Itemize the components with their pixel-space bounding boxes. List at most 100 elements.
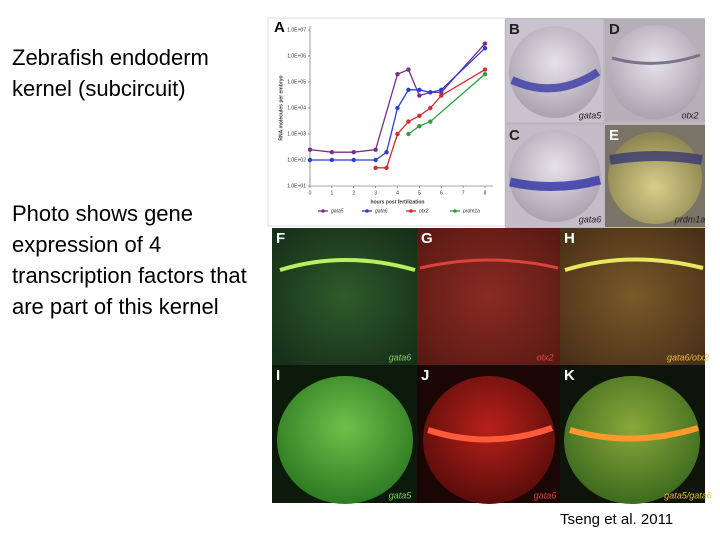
- panel-gene: gata5: [579, 110, 603, 120]
- embryo: [608, 25, 702, 119]
- data-point: [395, 105, 400, 111]
- data-point: [482, 41, 488, 46]
- x-tick-label: 4: [396, 190, 399, 196]
- stain: [609, 151, 703, 165]
- x-tick-label: 3: [374, 190, 377, 196]
- legend-marker: [365, 209, 369, 213]
- chart-frame: [267, 17, 506, 227]
- data-point: [373, 165, 378, 171]
- stain: [564, 257, 704, 272]
- data-point: [373, 157, 378, 163]
- y-tick-label: 1.0E+01: [287, 183, 306, 189]
- legend-label: prdm1a: [462, 208, 480, 214]
- panel-letter: I: [276, 367, 280, 384]
- stain: [510, 68, 601, 93]
- data-point: [351, 157, 356, 163]
- embryo: [277, 376, 413, 504]
- stain: [509, 175, 602, 191]
- data-point: [482, 71, 488, 77]
- legend-marker: [409, 209, 413, 213]
- data-point: [417, 113, 422, 119]
- y-tick-label: 1.0E+07: [287, 27, 306, 33]
- x-tick-label: 1: [330, 190, 333, 196]
- x-axis-label: hours post fertilization: [371, 199, 425, 205]
- panel-letter: G: [421, 230, 433, 247]
- x-tick-label: 0: [309, 190, 312, 196]
- data-point: [428, 105, 433, 111]
- stain: [611, 53, 701, 65]
- panel-letter: F: [276, 230, 285, 247]
- panel-gene: gata6: [389, 352, 412, 362]
- y-tick-label: 1.0E+02: [287, 157, 306, 163]
- slide-body: Photo shows gene expression of 4 transcr…: [12, 201, 247, 319]
- panel-letter: C: [509, 127, 520, 144]
- data-point: [482, 67, 488, 72]
- panel-letter: K: [564, 367, 575, 384]
- y-tick-label: 1.0E+06: [287, 53, 306, 59]
- panel-letter: E: [609, 127, 619, 144]
- data-point: [395, 71, 400, 77]
- embryo: [608, 132, 702, 224]
- series-line: [408, 73, 486, 135]
- data-point: [439, 93, 444, 98]
- data-point: [395, 131, 400, 137]
- embryo: [509, 26, 601, 118]
- data-point: [373, 147, 378, 152]
- legend-label: gata5: [331, 208, 344, 214]
- panel-gene: gata6: [579, 214, 602, 224]
- data-point: [428, 119, 433, 124]
- panel-gene: gata5/gata6: [664, 490, 712, 500]
- data-point: [384, 165, 389, 171]
- data-point: [406, 119, 411, 124]
- series-line: [309, 43, 486, 153]
- panel-gene: gata6: [534, 490, 557, 500]
- stain: [419, 258, 559, 270]
- data-point: [406, 87, 411, 93]
- embryo: [509, 130, 601, 222]
- data-point: [417, 93, 422, 98]
- panel-letter: H: [564, 230, 575, 247]
- data-point: [482, 45, 488, 51]
- panel-gene: gata5: [389, 490, 413, 500]
- x-tick-label: 8: [484, 190, 487, 196]
- data-point: [439, 87, 444, 93]
- panel-gene: otx2: [681, 110, 698, 120]
- data-point: [329, 157, 335, 163]
- y-tick-label: 1.0E+03: [287, 131, 306, 137]
- series-line: [375, 69, 486, 169]
- legend-label: gata6: [375, 208, 388, 214]
- legend-marker: [321, 209, 325, 213]
- x-tick-label: 6: [440, 190, 443, 196]
- stain: [569, 425, 699, 442]
- panel: [560, 228, 705, 365]
- data-point: [428, 90, 433, 95]
- stain: [279, 258, 416, 272]
- slide-title: Zebrafish endoderm kernel (subcircuit): [12, 45, 209, 101]
- data-point: [307, 147, 313, 152]
- panel-letter: J: [421, 367, 429, 384]
- x-tick-label: 2: [352, 190, 355, 196]
- legend-label: otx2: [419, 208, 429, 214]
- panel-gene: gata6/otx2: [667, 352, 709, 362]
- panel-letter: D: [609, 21, 620, 38]
- panel-gene: prdm1a: [674, 214, 706, 224]
- data-point: [406, 67, 411, 72]
- data-point: [384, 149, 389, 155]
- data-point: [351, 149, 356, 155]
- data-point: [417, 123, 422, 129]
- data-point: [417, 87, 422, 93]
- panel-letter: B: [509, 21, 520, 38]
- x-tick-label: 7: [462, 190, 465, 196]
- citation: Tseng et al. 2011: [560, 511, 674, 528]
- y-axis-label: RNA molecules per embryo: [278, 75, 284, 140]
- legend-marker: [453, 209, 457, 213]
- chart-panel-letter: A: [274, 19, 285, 36]
- stain: [427, 425, 553, 443]
- y-tick-label: 1.0E+05: [287, 79, 306, 85]
- panel: [272, 228, 417, 365]
- y-tick-label: 1.0E+04: [287, 105, 306, 111]
- data-point: [406, 131, 411, 137]
- panel: [417, 228, 560, 365]
